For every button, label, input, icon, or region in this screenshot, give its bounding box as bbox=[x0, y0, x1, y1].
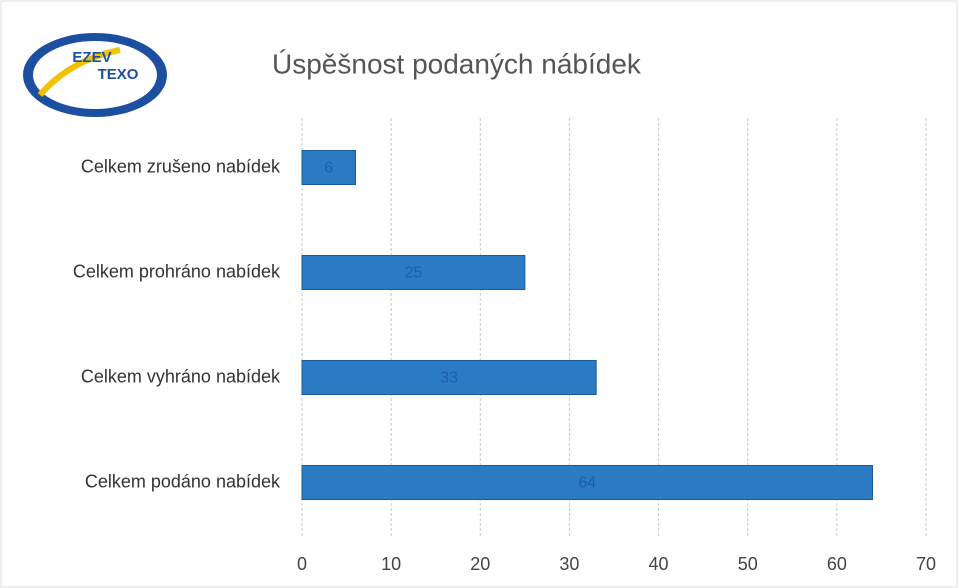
data-label: 6 bbox=[324, 160, 333, 177]
y-tick-label: Celkem podáno nabídek bbox=[85, 471, 281, 491]
bar bbox=[301, 150, 356, 185]
x-tick-label: 0 bbox=[297, 554, 307, 574]
logo-inner bbox=[33, 41, 157, 109]
x-tick-label: 10 bbox=[381, 554, 401, 574]
logo-text: EZEV bbox=[72, 49, 111, 66]
data-label: 64 bbox=[578, 475, 596, 492]
logo-swoosh bbox=[37, 47, 121, 97]
x-tick-label: 40 bbox=[649, 554, 669, 574]
bar bbox=[301, 465, 874, 500]
x-tick-label: 60 bbox=[827, 554, 847, 574]
bar bbox=[301, 255, 526, 290]
data-label: 25 bbox=[405, 265, 423, 282]
x-tick-label: 70 bbox=[916, 554, 936, 574]
logo: EZEV TEXO bbox=[23, 33, 167, 117]
x-tick-label: 30 bbox=[559, 554, 579, 574]
x-tick-label: 20 bbox=[470, 554, 490, 574]
x-tick-label: 50 bbox=[738, 554, 758, 574]
y-tick-label: Celkem prohráno nabídek bbox=[73, 261, 281, 281]
y-tick-label: Celkem zrušeno nabídek bbox=[81, 156, 281, 176]
y-tick-label: Celkem vyhráno nabídek bbox=[81, 366, 281, 386]
data-label: 33 bbox=[440, 370, 458, 387]
logo-text: TEXO bbox=[98, 66, 139, 83]
bar bbox=[301, 360, 597, 395]
chart-title: Úspěšnost podaných nábídek bbox=[272, 48, 642, 79]
